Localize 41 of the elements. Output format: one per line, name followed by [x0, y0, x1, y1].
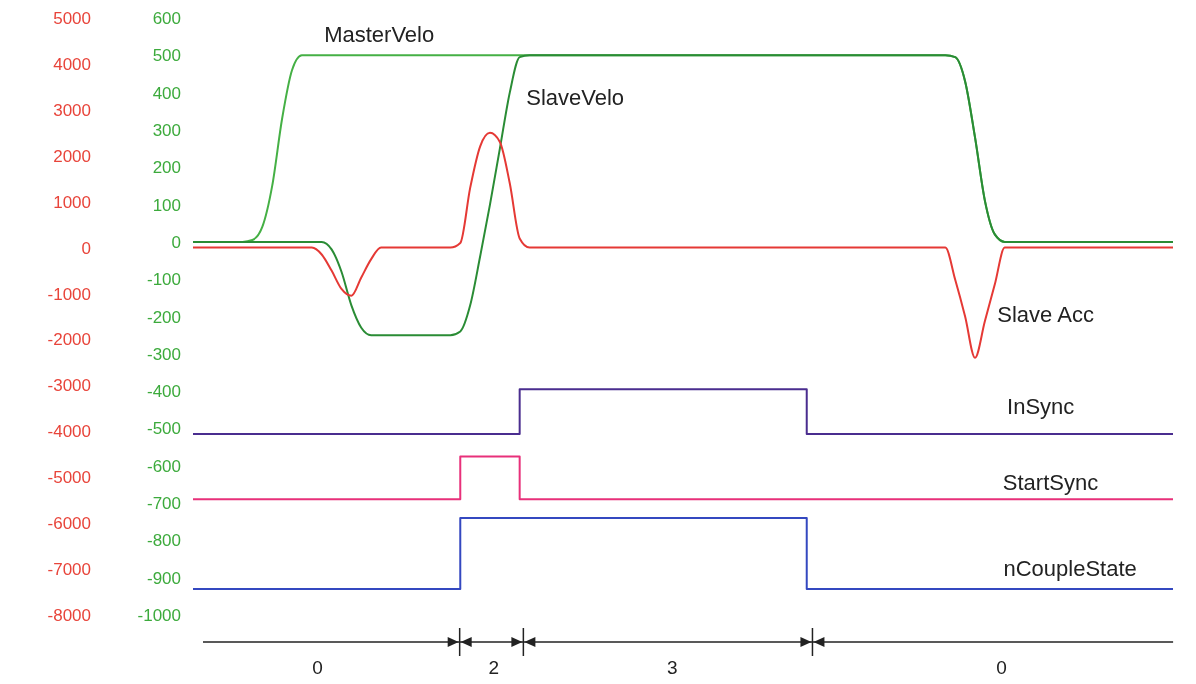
y2-tick-label: -1000 [47, 284, 91, 304]
series-label: SlaveVelo [526, 85, 625, 112]
series-label: InSync [1007, 393, 1075, 420]
y-tick-label: -800 [146, 531, 181, 551]
y2-tick-label: 2000 [53, 146, 91, 166]
y2-tick-label: -8000 [47, 606, 91, 626]
series-label: Slave Acc [997, 301, 1094, 328]
y-tick-label: -600 [146, 456, 181, 476]
y-tick-label: -700 [146, 494, 181, 514]
y2-tick-label: 5000 [53, 9, 91, 29]
y-tick-label: -400 [146, 382, 181, 402]
y2-tick-label: -7000 [47, 560, 91, 580]
y2-tick-label: -5000 [47, 468, 91, 488]
text: 3 [666, 657, 678, 679]
series-label: StartSync [1002, 470, 1099, 497]
y-tick-label: 100 [152, 195, 181, 215]
y2-tick-label: -6000 [47, 514, 91, 534]
y-tick-label: -1000 [137, 606, 181, 626]
y-tick-label: -100 [146, 270, 181, 290]
y2-tick-label: 3000 [53, 100, 91, 120]
y-tick-label: 300 [152, 120, 181, 140]
y-tick-label: -300 [146, 344, 181, 364]
y-tick-label: -500 [146, 419, 181, 439]
y-tick-label: -200 [146, 307, 181, 327]
y2-tick-label: -2000 [47, 330, 91, 350]
y-tick-label: 500 [152, 46, 181, 66]
series-label: nCoupleState [1003, 556, 1137, 583]
series-label: MasterVelo [324, 21, 435, 48]
text: 2 [488, 657, 500, 679]
y2-tick-label: -3000 [47, 376, 91, 396]
text: 0 [312, 657, 323, 679]
text: 0 [996, 657, 1007, 679]
y2-tick-label: -4000 [47, 422, 91, 442]
y2-tick-label: 1000 [53, 192, 91, 212]
y-tick-label: 600 [152, 9, 181, 29]
y2-tick-label: 0 [81, 238, 91, 258]
y2-tick-label: 4000 [53, 54, 91, 74]
y-tick-label: -900 [146, 568, 181, 588]
y-tick-label: 400 [152, 83, 181, 103]
y-tick-label: 0 [171, 232, 181, 252]
y-tick-label: 200 [152, 158, 181, 178]
